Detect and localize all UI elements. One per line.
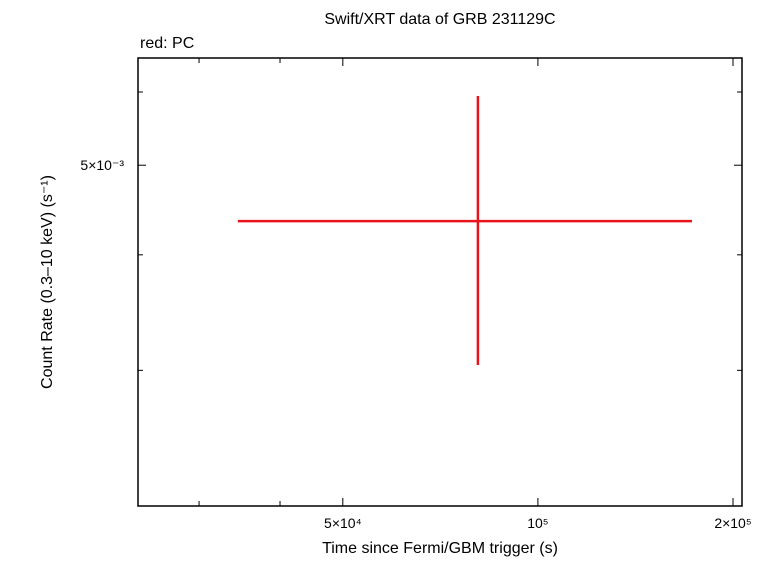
x-axis-label: Time since Fermi/GBM trigger (s)	[322, 540, 558, 557]
chart-title: Swift/XRT data of GRB 231129C	[324, 11, 555, 28]
annotation: red: PC	[140, 35, 194, 52]
x-tick-label: 2×10⁵	[714, 515, 751, 531]
y-axis-label: Count Rate (0.3–10 keV) (s⁻¹)	[39, 175, 56, 389]
plot-frame	[137, 57, 743, 507]
y-tick-label: 5×10⁻³	[80, 157, 124, 173]
x-tick-label: 5×10⁴	[324, 515, 362, 531]
x-tick-label: 10⁵	[527, 515, 548, 531]
